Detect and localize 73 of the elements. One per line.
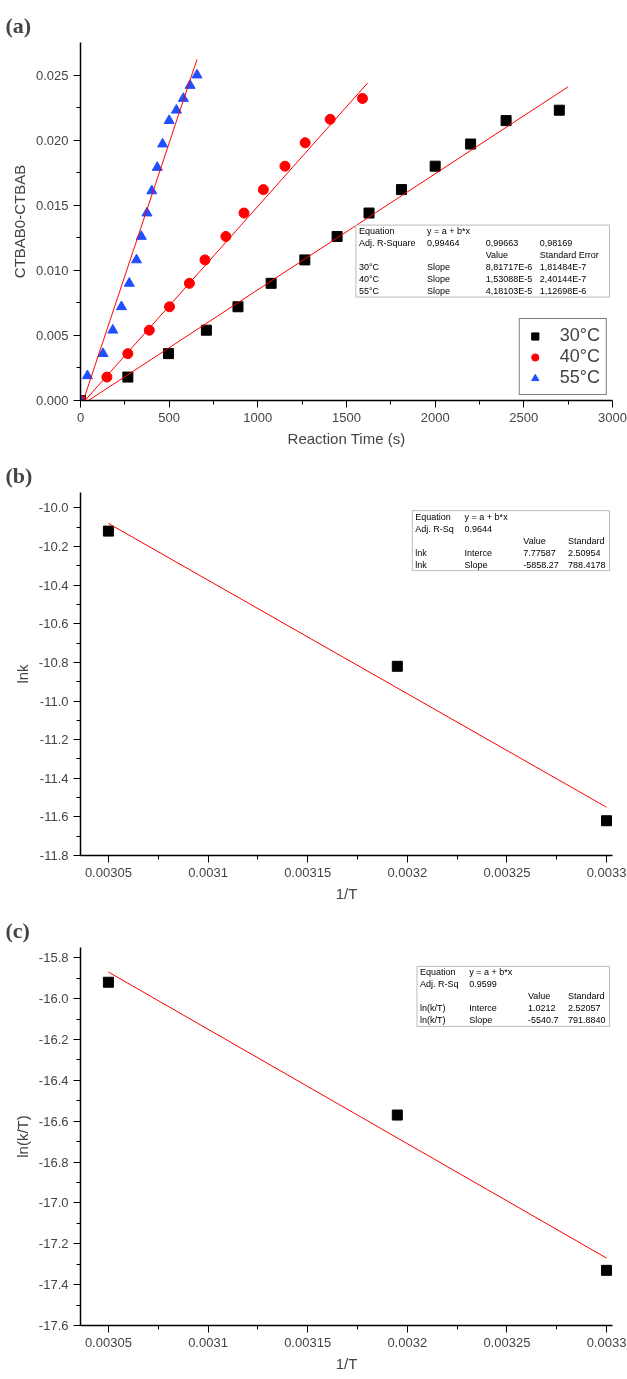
y-tick-label: -11.6 (39, 809, 69, 825)
y-tick-label: -15.8 (38, 950, 69, 966)
y-tick-label: 0.010 (35, 262, 69, 278)
y-tick-label: -10.2 (38, 539, 69, 555)
y-tick-label: -16.0 (38, 991, 69, 1007)
x-tick-label: 0.0031 (188, 1334, 228, 1350)
y-tick-label: -17.0 (38, 1195, 69, 1211)
text: 55°C Slope 4,18103E-5 1,12698E-6 (358, 286, 587, 297)
x-tick-label: 0.0032 (387, 864, 428, 880)
x-tick-label: 0 (76, 409, 85, 425)
x-tick-label: 0.00305 (84, 864, 132, 880)
text: Equation y = a + b*x (358, 226, 471, 237)
x-axis-title: 1/T (335, 1354, 358, 1372)
text: Adj. R-Square 0,99464 0,99663 0,98169 (358, 238, 573, 249)
y-tick-label: 0.005 (35, 327, 69, 343)
x-tick-label: 500 (158, 409, 181, 425)
text: 30°C Slope 8,81717E-6 1,81484E-7 (358, 262, 587, 273)
text: Equation y = a + b*x (415, 511, 508, 522)
x-tick-label: 1000 (243, 409, 273, 425)
y-tick-label: -17.2 (38, 1236, 69, 1252)
x-tick-label: 0.0033 (586, 864, 627, 880)
y-tick-label: -10.0 (38, 500, 69, 516)
annotation: Adj. R-Sq 0.9599 (420, 979, 497, 990)
x-tick-label: 0.00325 (483, 864, 531, 880)
annotation: Adj. R-Sq 0.9644 (415, 523, 493, 534)
y-tick-label: -16.8 (38, 1154, 69, 1170)
text: lnk Slope -5858.27 788.4178 (415, 559, 606, 570)
y-tick-label: -10.4 (38, 577, 69, 593)
y-tick-label: -17.4 (38, 1277, 69, 1293)
legend-label: 30°C (559, 325, 600, 346)
x-tick-label: 1500 (332, 409, 361, 425)
y-tick-label: -11.0 (39, 693, 69, 709)
x-tick-label: 2500 (509, 409, 539, 425)
legend-label: 55°C (559, 367, 600, 388)
y-axis-title: ln(k/T) (13, 1115, 31, 1158)
chart-title: (a) (5, 12, 32, 38)
x-tick-label: 0.0033 (586, 1334, 627, 1350)
x-tick-label: 0.00305 (84, 1334, 132, 1350)
legend-label: 40°C (559, 346, 600, 367)
x-tick-label: 0.00315 (284, 864, 332, 880)
text: Value Standard (528, 991, 605, 1002)
text: Value Standard (523, 535, 605, 546)
x-tick-label: 3000 (598, 409, 627, 425)
x-tick-label: 0.00315 (284, 1334, 332, 1350)
y-tick-label: -17.6 (38, 1318, 69, 1333)
y-tick-label: -11.8 (39, 848, 69, 863)
y-tick-label: -16.4 (38, 1072, 69, 1088)
x-axis-title: Reaction Time (s) (287, 429, 406, 447)
y-tick-label: 0.025 (35, 67, 69, 83)
x-tick-label: 0.0031 (188, 864, 228, 880)
text: 40°C Slope 1,53088E-5 2,40144E-7 (358, 274, 587, 285)
y-tick-label: 0.020 (35, 132, 69, 148)
y-tick-label: -11.4 (39, 770, 69, 786)
y-tick-label: -16.6 (38, 1113, 69, 1129)
text: lnk Interce 7.77587 2.50954 (415, 547, 601, 558)
x-tick-label: 2000 (420, 409, 450, 425)
y-axis-title: lnk (13, 663, 31, 684)
y-axis-title: CTBAB0-CTBAB (10, 164, 28, 279)
x-tick-label: 0.00325 (483, 1334, 531, 1350)
text: ln(k/T) Slope -5540.7 791.8840 (420, 1015, 606, 1026)
y-tick-label: -10.8 (38, 654, 69, 670)
y-tick-label: 0.000 (35, 393, 69, 408)
chart-title: (c) (5, 917, 30, 943)
x-axis-title: 1/T (335, 884, 358, 902)
text: ln(k/T) Interce 1.0212 2.52057 (420, 1003, 601, 1014)
text: Value Standard Error (485, 250, 599, 261)
x-tick-label: 0.0032 (387, 1334, 428, 1350)
y-tick-label: 0.015 (35, 197, 69, 213)
y-tick-label: -11.2 (39, 732, 69, 748)
text: Equation y = a + b*x (420, 967, 513, 978)
y-tick-label: -10.6 (38, 616, 69, 632)
y-tick-label: -16.2 (38, 1031, 69, 1047)
chart-title: (b) (5, 462, 33, 488)
